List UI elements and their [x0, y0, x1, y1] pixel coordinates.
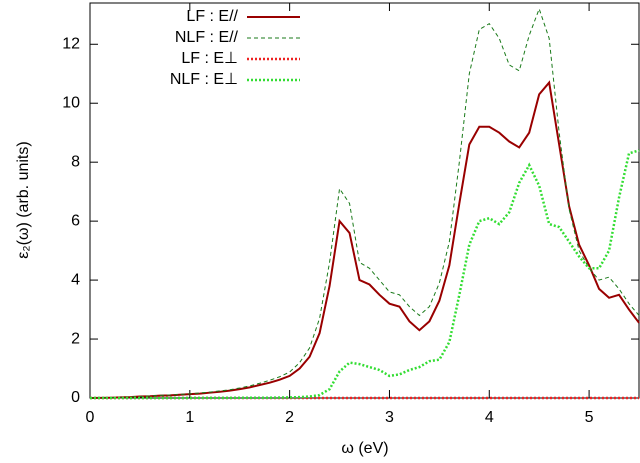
legend-label: NLF : E⊥ [170, 71, 238, 88]
y-tick-label: 8 [71, 153, 80, 170]
y-tick-label: 2 [71, 330, 80, 347]
x-tick-label: 0 [86, 409, 95, 426]
y-axis-label: ε₂(ω) (arb. units) [15, 141, 32, 258]
series-line [90, 149, 640, 400]
x-axis-label: ω (eV) [341, 440, 388, 457]
y-tick-label: 4 [71, 271, 80, 288]
y-tick-label: 10 [62, 94, 80, 111]
y-tick-label: 0 [71, 389, 80, 406]
legend-label: NLF : E// [175, 29, 239, 46]
plot-frame [89, 2, 640, 399]
y-tick-label: 12 [62, 35, 80, 52]
x-tick-label: 5 [585, 409, 594, 426]
series-line [89, 7, 640, 399]
x-tick-label: 2 [285, 409, 294, 426]
x-tick-label: 1 [185, 409, 194, 426]
legend-label: LF : E⊥ [181, 50, 238, 67]
x-tick-label: 4 [485, 409, 494, 426]
legend-label: LF : E// [186, 8, 238, 25]
series-line [89, 80, 640, 399]
y-tick-label: 6 [71, 212, 80, 229]
x-tick-label: 3 [385, 409, 394, 426]
